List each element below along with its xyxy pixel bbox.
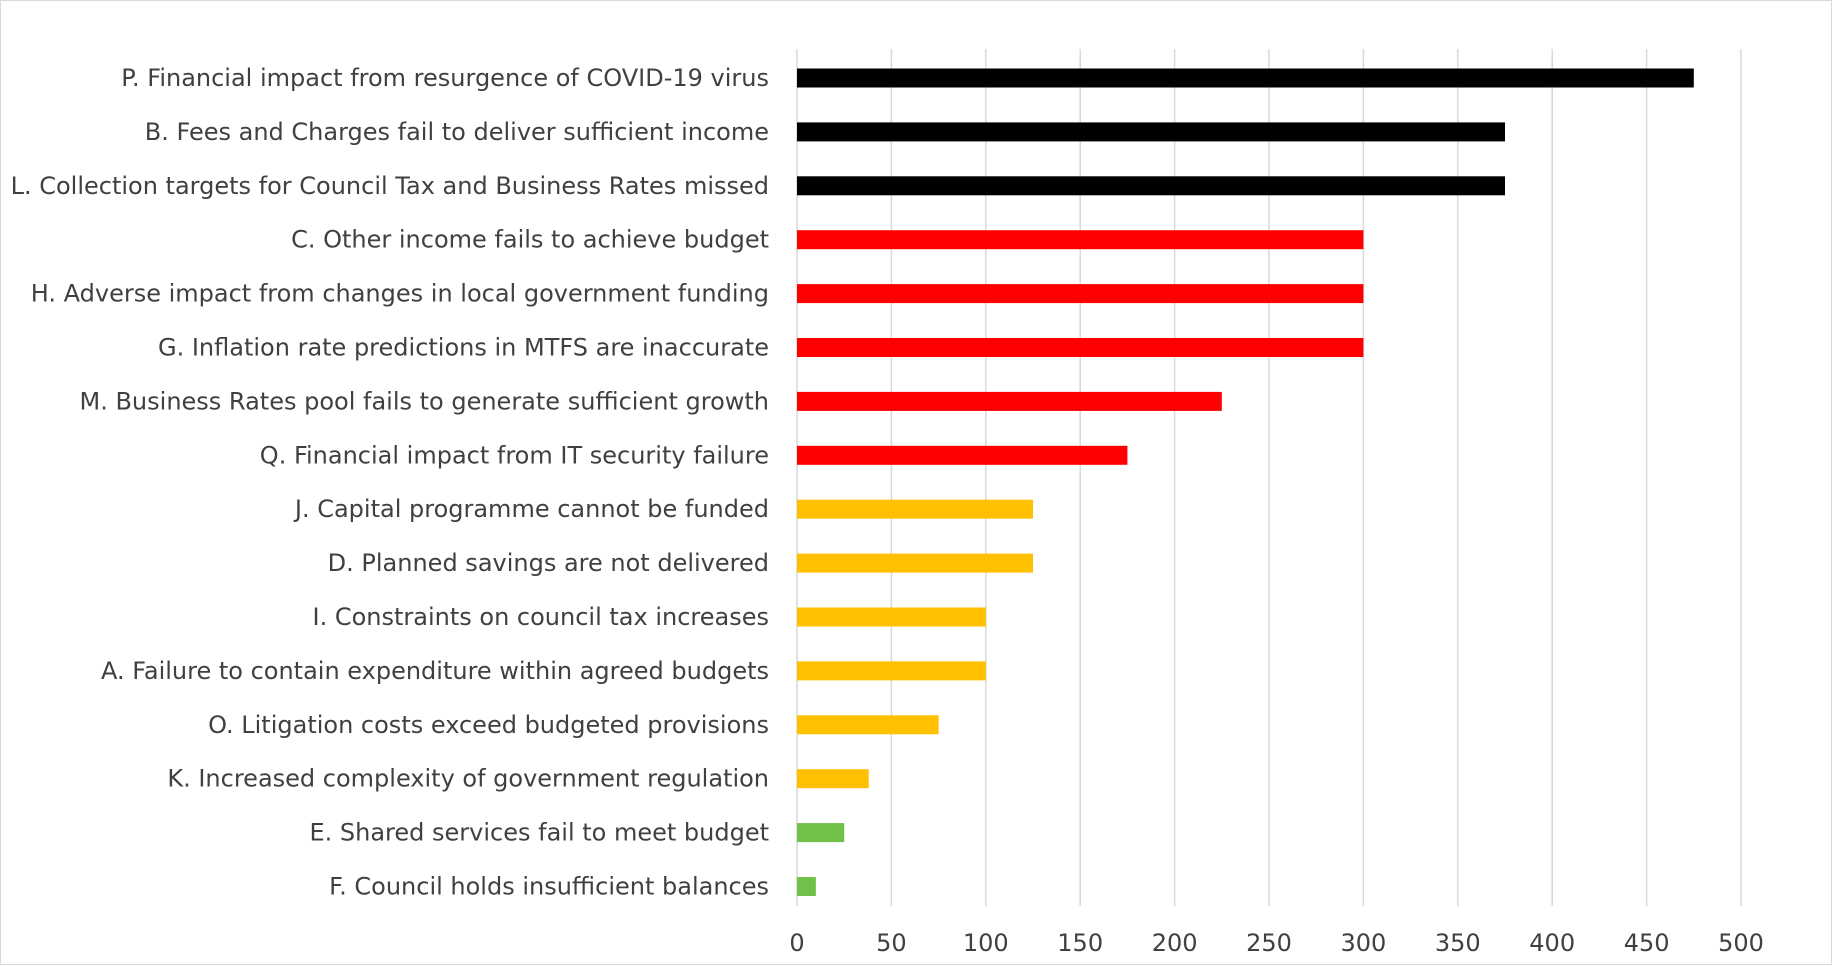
bar-d bbox=[797, 553, 1033, 573]
category-label: H. Adverse impact from changes in local … bbox=[31, 280, 769, 308]
x-tick-label: 500 bbox=[1718, 929, 1764, 957]
x-tick-label: 200 bbox=[1152, 929, 1198, 957]
category-label: B. Fees and Charges fail to deliver suff… bbox=[145, 118, 769, 146]
category-label: M. Business Rates pool fails to generate… bbox=[80, 387, 770, 415]
bar-g bbox=[797, 338, 1364, 357]
x-tick-label: 350 bbox=[1435, 929, 1481, 957]
x-tick-label: 100 bbox=[963, 929, 1009, 957]
x-tick-label: 150 bbox=[1057, 929, 1103, 957]
category-label: E. Shared services fail to meet budget bbox=[309, 819, 769, 847]
category-label: C. Other income fails to achieve budget bbox=[291, 226, 769, 254]
bar-a bbox=[797, 661, 986, 681]
bar-h bbox=[797, 284, 1364, 304]
x-tick-label: 250 bbox=[1246, 929, 1292, 957]
category-label: O. Litigation costs exceed budgeted prov… bbox=[208, 711, 769, 739]
x-tick-label: 50 bbox=[876, 929, 907, 957]
x-tick-label: 450 bbox=[1624, 929, 1670, 957]
bar-l bbox=[797, 176, 1505, 196]
bar-b bbox=[797, 122, 1505, 142]
x-tick-label: 0 bbox=[789, 929, 804, 957]
category-label: Q. Financial impact from IT security fai… bbox=[260, 441, 769, 469]
bar-c bbox=[797, 230, 1364, 250]
bar-o bbox=[797, 715, 939, 735]
x-axis-tick-labels: 0 50 100 150 200 250 300 350 400 450 500 bbox=[789, 929, 1764, 957]
category-label: G. Inflation rate predictions in MTFS ar… bbox=[158, 334, 769, 362]
bar-i bbox=[797, 607, 986, 627]
category-label: F. Council holds insufficient balances bbox=[329, 873, 769, 901]
category-labels: P. Financial impact from resurgence of C… bbox=[11, 64, 769, 901]
bar-j bbox=[797, 499, 1033, 519]
bar-m bbox=[797, 391, 1222, 411]
x-tick-label: 400 bbox=[1529, 929, 1575, 957]
category-label: D. Planned savings are not delivered bbox=[328, 549, 769, 577]
bar-p bbox=[797, 68, 1694, 88]
bars bbox=[797, 68, 1694, 896]
category-label: A. Failure to contain expenditure within… bbox=[101, 657, 769, 685]
category-label: I. Constraints on council tax increases bbox=[313, 603, 770, 631]
bar-e bbox=[797, 823, 845, 843]
category-label: J. Capital programme cannot be funded bbox=[293, 495, 769, 523]
x-tick-label: 300 bbox=[1340, 929, 1386, 957]
bar-q bbox=[797, 445, 1128, 465]
category-label: K. Increased complexity of government re… bbox=[167, 765, 769, 793]
category-label: L. Collection targets for Council Tax an… bbox=[11, 172, 769, 200]
bar-k bbox=[797, 769, 869, 789]
bar-f bbox=[797, 877, 816, 896]
category-label: P. Financial impact from resurgence of C… bbox=[121, 64, 769, 92]
